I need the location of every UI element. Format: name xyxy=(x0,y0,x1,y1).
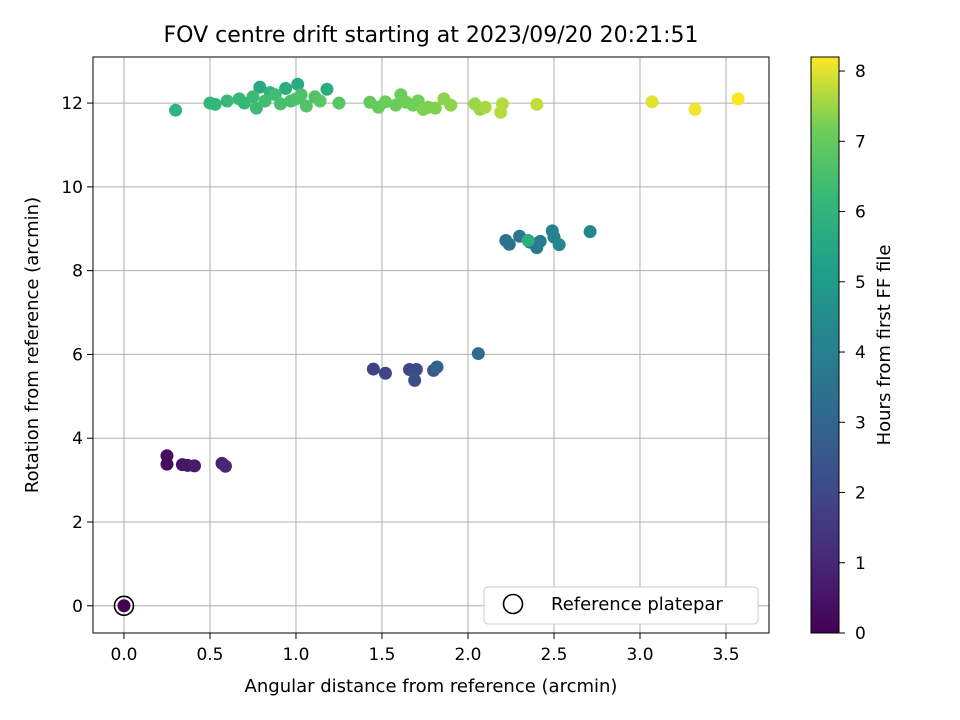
colorbar-tick-label: 3 xyxy=(855,413,866,433)
data-point xyxy=(208,97,222,111)
data-point xyxy=(299,99,313,113)
x-tick-label: 0.5 xyxy=(196,645,223,665)
data-point xyxy=(533,234,547,248)
colorbar-tick-label: 6 xyxy=(855,203,866,223)
x-tick-label: 2.5 xyxy=(540,645,567,665)
legend-box xyxy=(483,586,759,625)
reference-platepar-marker xyxy=(113,595,135,617)
data-point xyxy=(273,97,287,111)
colorbar-tick-label: 7 xyxy=(855,132,866,152)
y-tick-label: 10 xyxy=(61,178,83,198)
chart-title: FOV centre drift starting at 2023/09/20 … xyxy=(164,23,699,48)
data-point xyxy=(495,97,509,111)
data-point xyxy=(502,237,516,251)
data-point xyxy=(521,233,535,247)
x-axis-label: Angular distance from reference (arcmin) xyxy=(245,676,618,697)
y-tick-label: 4 xyxy=(72,429,83,449)
data-point xyxy=(160,449,174,463)
data-point xyxy=(408,373,422,387)
x-tick-label: 2.0 xyxy=(454,645,481,665)
y-tick-label: 8 xyxy=(72,262,83,282)
data-point xyxy=(428,101,442,115)
data-point xyxy=(313,94,327,108)
colorbar-ticks: 0 1 2 3 4 5 6 7 8 xyxy=(839,62,866,644)
colorbar-tick-label: 1 xyxy=(855,554,866,574)
data-point xyxy=(253,80,267,94)
data-point xyxy=(291,77,305,91)
colorbar-tick-label: 0 xyxy=(855,624,866,644)
legend-label-reference: Reference platepar xyxy=(551,594,723,615)
colorbar-tick-label: 2 xyxy=(855,484,866,504)
x-tick-label: 1.5 xyxy=(368,645,395,665)
data-point xyxy=(389,98,403,112)
data-point xyxy=(478,100,492,114)
data-point xyxy=(583,225,597,239)
data-point xyxy=(332,96,346,110)
data-point xyxy=(246,90,260,104)
data-point xyxy=(688,102,702,116)
y-tick-label: 12 xyxy=(61,94,83,114)
legend-marker xyxy=(502,593,524,615)
data-point xyxy=(279,81,293,95)
x-tick-label: 3.5 xyxy=(712,645,739,665)
y-axis-label: Rotation from reference (arcmin) xyxy=(22,197,43,493)
colorbar xyxy=(810,56,840,634)
data-point xyxy=(530,97,544,111)
data-point xyxy=(258,94,272,108)
scatter-points xyxy=(117,77,745,613)
data-point xyxy=(294,88,308,102)
reference-marker xyxy=(113,595,135,617)
data-point xyxy=(249,101,263,115)
data-point xyxy=(444,98,458,112)
colorbar-label: Hours from first FF file xyxy=(874,245,895,446)
y-tick-label: 0 xyxy=(72,597,83,617)
data-point xyxy=(218,459,232,473)
data-point xyxy=(409,363,423,377)
data-point xyxy=(169,103,183,117)
data-point xyxy=(378,366,392,380)
x-tick-label: 3.0 xyxy=(626,645,653,665)
data-point xyxy=(187,459,201,473)
x-axis-ticks: 0.0 0.5 1.0 1.5 2.0 2.5 3.0 3.5 xyxy=(110,633,740,665)
data-point xyxy=(731,92,745,106)
data-point xyxy=(366,362,380,376)
data-point xyxy=(471,347,485,361)
data-point xyxy=(430,360,444,374)
data-point xyxy=(320,82,334,96)
grid-lines xyxy=(93,57,769,633)
x-tick-label: 1.0 xyxy=(282,645,309,665)
data-point xyxy=(645,95,659,109)
data-point xyxy=(552,238,566,252)
x-tick-label: 0.0 xyxy=(110,645,137,665)
data-point xyxy=(117,599,131,613)
y-tick-label: 6 xyxy=(72,345,83,365)
data-point xyxy=(220,94,234,108)
data-point xyxy=(378,95,392,109)
plot-frame xyxy=(92,56,770,634)
colorbar-tick-label: 5 xyxy=(855,273,866,293)
colorbar-tick-label: 8 xyxy=(855,62,866,82)
legend: Reference platepar xyxy=(483,586,759,625)
y-axis-ticks: 0 2 4 6 8 10 12 xyxy=(61,94,93,617)
y-tick-label: 2 xyxy=(72,513,83,533)
colorbar-tick-label: 4 xyxy=(855,343,866,363)
